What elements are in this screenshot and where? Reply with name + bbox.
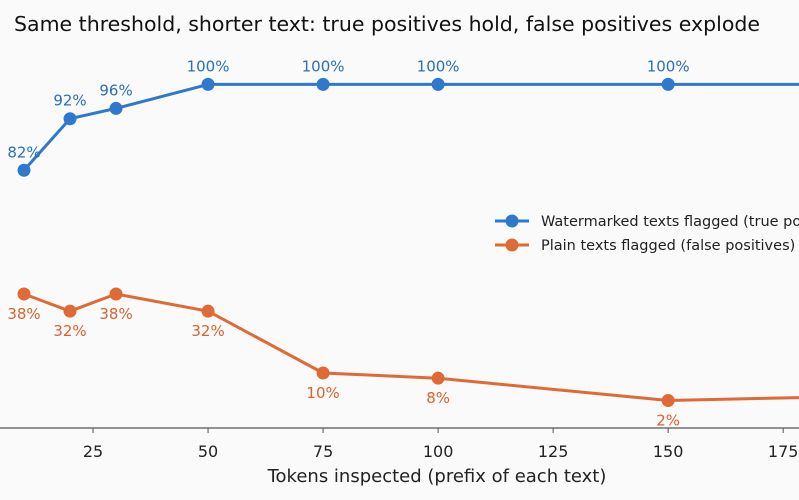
data-label: 82% (7, 143, 40, 161)
legend-item: Watermarked texts flagged (true positive… (495, 214, 799, 230)
data-point (109, 101, 123, 115)
data-label: 100% (187, 57, 230, 75)
data-label: 100% (302, 57, 345, 75)
x-tick-label: 175 (768, 442, 799, 461)
data-label: 100% (417, 57, 460, 75)
x-tick-label: 100 (423, 442, 454, 461)
data-label: 96% (99, 81, 132, 99)
data-label: 100% (647, 57, 690, 75)
x-axis-label: Tokens inspected (prefix of each text) (267, 466, 607, 487)
legend-label: Watermarked texts flagged (true positive… (541, 214, 799, 230)
data-label: 38% (7, 305, 40, 323)
chart-title: Same threshold, shorter text: true posit… (14, 12, 760, 36)
data-label: 2% (656, 412, 680, 430)
data-point (201, 77, 215, 91)
legend-swatch-marker (505, 214, 519, 228)
series-1: 82% 92% 96% 100% 100% 100% 100% (7, 57, 799, 177)
x-tick-label: 150 (653, 442, 684, 461)
legend: Watermarked texts flagged (true positive… (495, 214, 799, 254)
x-tick-label: 25 (83, 442, 103, 461)
data-point (431, 371, 445, 385)
data-label: 92% (53, 92, 86, 110)
data-point (17, 287, 31, 301)
legend-item: Plain texts flagged (false positives) (495, 238, 795, 254)
data-point (661, 394, 675, 408)
data-label: 38% (99, 305, 132, 323)
data-point (109, 287, 123, 301)
data-point (63, 112, 77, 126)
data-point (17, 163, 31, 177)
data-point (63, 304, 77, 318)
legend-swatch-marker (505, 238, 519, 252)
series-2: 38% 32% 38% 32% 10% 8% 2% (7, 287, 799, 430)
x-tick-label: 50 (198, 442, 218, 461)
data-label: 8% (426, 389, 450, 407)
data-point (316, 366, 330, 380)
data-label: 10% (306, 384, 339, 402)
x-ticks: 25 50 75 100 125 150 175 (83, 428, 799, 461)
x-tick-label: 125 (538, 442, 569, 461)
data-point (201, 304, 215, 318)
data-point (431, 77, 445, 91)
data-point (661, 77, 675, 91)
data-label: 32% (191, 322, 224, 340)
series-line (22, 82, 799, 172)
data-point (316, 77, 330, 91)
data-label: 32% (53, 322, 86, 340)
series-line (23, 292, 799, 402)
x-tick-label: 75 (313, 442, 333, 461)
legend-label: Plain texts flagged (false positives) (541, 238, 795, 254)
series-layer: 82% 92% 96% 100% 100% 100% 100% 38% 32% 38% 32% 10%… (7, 57, 799, 430)
